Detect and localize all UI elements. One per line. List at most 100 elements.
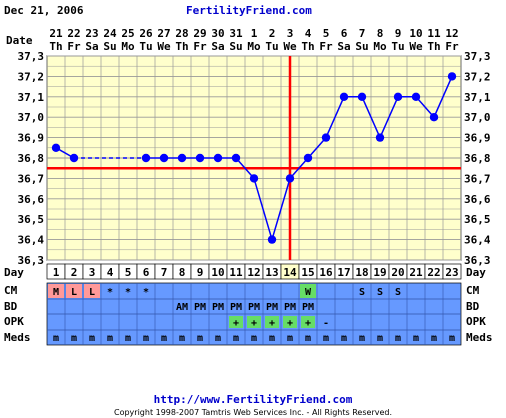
day-cell <box>442 263 462 280</box>
temp-point[interactable] <box>303 153 313 163</box>
date-label: 9 <box>395 27 402 40</box>
day-row-label: Day <box>4 266 24 279</box>
y-tick-label-right: 37,0 <box>464 111 491 124</box>
temp-point[interactable] <box>231 153 241 163</box>
day-number: 22 <box>427 266 440 279</box>
opk-cell-highlight <box>265 316 279 328</box>
bd-value: PM <box>266 302 278 313</box>
date-label: 22 <box>67 27 80 40</box>
weekday-label: Fr <box>67 40 81 53</box>
y-tick-label: 36,4 <box>18 234 45 247</box>
temp-point[interactable] <box>267 235 277 244</box>
bd-row-label: BD <box>4 300 18 313</box>
temp-point[interactable] <box>285 174 295 183</box>
date-label: 26 <box>139 27 153 40</box>
temp-line-segment <box>235 157 255 179</box>
day-number: 14 <box>283 266 297 279</box>
temp-point[interactable] <box>249 174 259 183</box>
temp-point[interactable] <box>357 92 367 102</box>
temperature-series <box>51 72 457 244</box>
temp-point[interactable] <box>411 92 421 102</box>
opk-value: + <box>305 318 311 329</box>
meds-value: m <box>197 333 203 344</box>
temp-line-segment <box>415 96 435 118</box>
opk-value: - <box>323 318 329 329</box>
day-number: 6 <box>143 266 150 279</box>
weekday-label: We <box>157 40 171 53</box>
reference-lines <box>47 56 461 260</box>
opk-value: + <box>251 318 257 329</box>
date-label: 23 <box>85 27 98 40</box>
temp-point[interactable] <box>429 113 439 122</box>
opk-cell-highlight <box>283 316 297 328</box>
date-label: 6 <box>341 27 348 40</box>
bd-value: AM <box>176 302 188 313</box>
cm-row-label-right: CM <box>466 284 480 297</box>
day-number: 17 <box>337 266 350 279</box>
temp-point[interactable] <box>51 143 61 152</box>
weekday-label: Mo <box>247 40 261 53</box>
date-label: 24 <box>103 27 117 40</box>
meds-value: m <box>161 333 167 344</box>
y-tick-label: 36,5 <box>18 213 45 226</box>
meds-value: m <box>143 333 149 344</box>
cm-value: * <box>125 287 131 298</box>
meds-row-label: Meds <box>4 331 31 344</box>
temp-point[interactable] <box>447 72 457 81</box>
cm-value: S <box>359 287 365 298</box>
meds-row-label-right: Meds <box>466 331 493 344</box>
bd-row-label-right: BD <box>466 300 480 313</box>
cm-cell-highlight <box>300 284 316 298</box>
temp-point[interactable] <box>339 92 349 102</box>
date-label: 1 <box>251 27 258 40</box>
footer-url[interactable]: http://www.FertilityFriend.com <box>154 393 353 406</box>
weekday-label: Mo <box>373 40 387 53</box>
y-axis-right: 36,3 36,4 36,5 36,6 36,7 36,8 36,9 37,0 37,1 37,2… <box>464 50 491 267</box>
date-label: 29 <box>193 27 206 40</box>
bd-value: PM <box>230 302 242 313</box>
temp-line-segment <box>271 178 291 240</box>
temp-point[interactable] <box>375 133 385 142</box>
weekday-label: Tu <box>139 40 152 53</box>
temp-point[interactable] <box>69 153 79 163</box>
weekday-label: Fr <box>193 40 207 53</box>
meds-value: m <box>323 333 329 344</box>
day-number: 9 <box>197 266 204 279</box>
weekday-label: Tu <box>265 40 278 53</box>
cm-value: S <box>377 287 383 298</box>
date-label: 4 <box>305 27 312 40</box>
date-label: 30 <box>211 27 224 40</box>
chart-date: Dec 21, 2006 <box>4 4 84 17</box>
temp-point[interactable] <box>141 153 151 163</box>
site-title: FertilityFriend.com <box>186 4 312 17</box>
weekday-label: We <box>283 40 297 53</box>
temp-point[interactable] <box>393 92 403 102</box>
temp-point[interactable] <box>213 153 223 163</box>
weekday-label: Sa <box>337 40 350 53</box>
day-number: 11 <box>229 266 243 279</box>
date-label: 12 <box>445 27 458 40</box>
y-tick-label-right: 36,5 <box>464 213 491 226</box>
opk-row-label: OPK <box>4 315 24 328</box>
weekday-label: Fr <box>319 40 333 53</box>
weekday-label: Su <box>355 40 368 53</box>
temp-point[interactable] <box>321 133 331 142</box>
date-label: 27 <box>157 27 170 40</box>
weekday-label: Tu <box>391 40 404 53</box>
y-tick-label: 37,0 <box>18 111 45 124</box>
meds-value: m <box>125 333 131 344</box>
cm-cell-highlight <box>66 284 82 298</box>
cm-cell-highlight <box>48 284 64 298</box>
date-label: 7 <box>359 27 366 40</box>
y-axis-left: 36,3 36,4 36,5 36,6 36,7 36,8 36,9 37,0 37,1 37,2… <box>18 50 45 267</box>
temp-point[interactable] <box>177 153 187 163</box>
date-label: 11 <box>427 27 441 40</box>
weekday-label: Th <box>175 40 188 53</box>
date-label: 2 <box>269 27 276 40</box>
opk-row-label-right: OPK <box>466 315 486 328</box>
temp-point[interactable] <box>195 153 205 163</box>
meds-value: m <box>215 333 221 344</box>
meds-value: m <box>53 333 59 344</box>
y-tick-label: 37,2 <box>18 70 45 83</box>
temp-point[interactable] <box>159 153 169 163</box>
